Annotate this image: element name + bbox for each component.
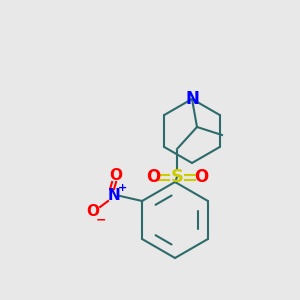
- Text: N: N: [108, 188, 121, 203]
- Text: O: O: [194, 168, 208, 186]
- Text: O: O: [110, 169, 123, 184]
- Text: O: O: [87, 205, 100, 220]
- Text: S: S: [170, 168, 184, 186]
- Text: −: −: [96, 214, 106, 226]
- Text: N: N: [185, 90, 199, 108]
- Text: O: O: [146, 168, 160, 186]
- Text: +: +: [118, 183, 127, 193]
